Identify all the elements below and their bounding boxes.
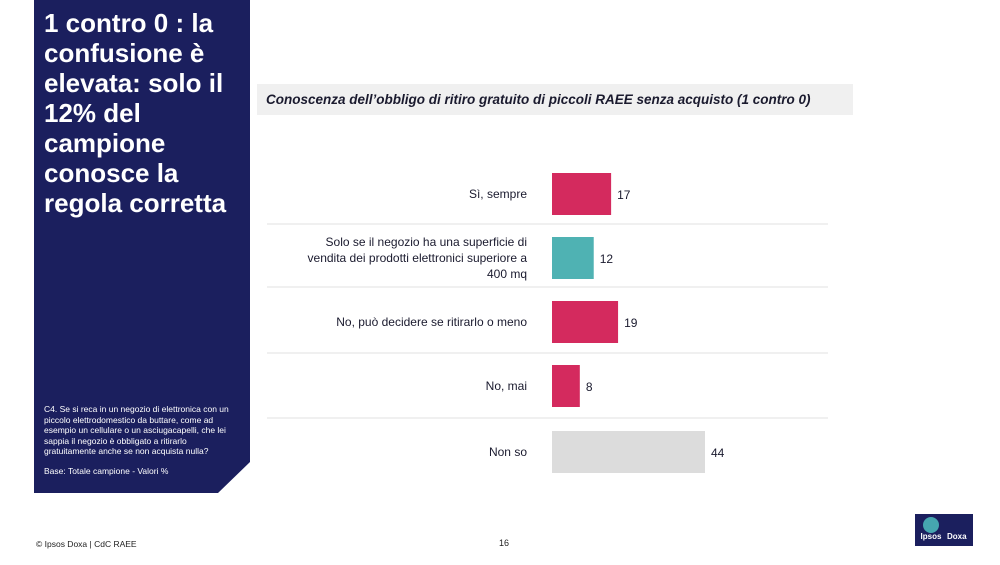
category-label: No, può decidere se ritirarlo o meno [336, 315, 527, 329]
bar-value-label: 12 [600, 252, 614, 266]
footer-source: © Ipsos Doxa | CdC RAEE [36, 539, 137, 549]
bar [552, 365, 580, 407]
left-panel: 1 contro 0 : la confusione è elevata: so… [34, 0, 250, 493]
category-label: No, mai [486, 379, 527, 393]
bar [552, 173, 612, 215]
ipsos-logo-icon [923, 517, 939, 533]
category-label: Sì, sempre [469, 187, 527, 201]
bar [552, 237, 594, 279]
bar-value-label: 19 [624, 316, 638, 330]
chart-title: Conoscenza dell’obbligo di ritiro gratui… [266, 92, 811, 107]
category-label: Solo se il negozio ha una superficie di v… [308, 235, 528, 281]
bar-value-label: 17 [617, 188, 631, 202]
category-label: Non so [489, 445, 527, 459]
ipsos-doxa-logo: Ipsos Doxa [915, 514, 973, 546]
bar-value-label: 8 [586, 380, 593, 394]
logo-text-ipsos: Ipsos [920, 532, 942, 541]
sample-base-note: Base: Totale campione - Valori % [44, 466, 169, 476]
bar [552, 431, 705, 473]
logo-text-doxa: Doxa [947, 532, 967, 541]
survey-question: C4. Se si reca in un negozio di elettron… [44, 404, 229, 456]
page-headline: 1 contro 0 : la confusione è elevata: so… [44, 8, 227, 218]
chart-title-box: Conoscenza dell’obbligo di ritiro gratui… [257, 84, 853, 115]
page-number: 16 [499, 538, 510, 548]
bar [552, 301, 619, 343]
bar-value-label: 44 [711, 446, 725, 460]
